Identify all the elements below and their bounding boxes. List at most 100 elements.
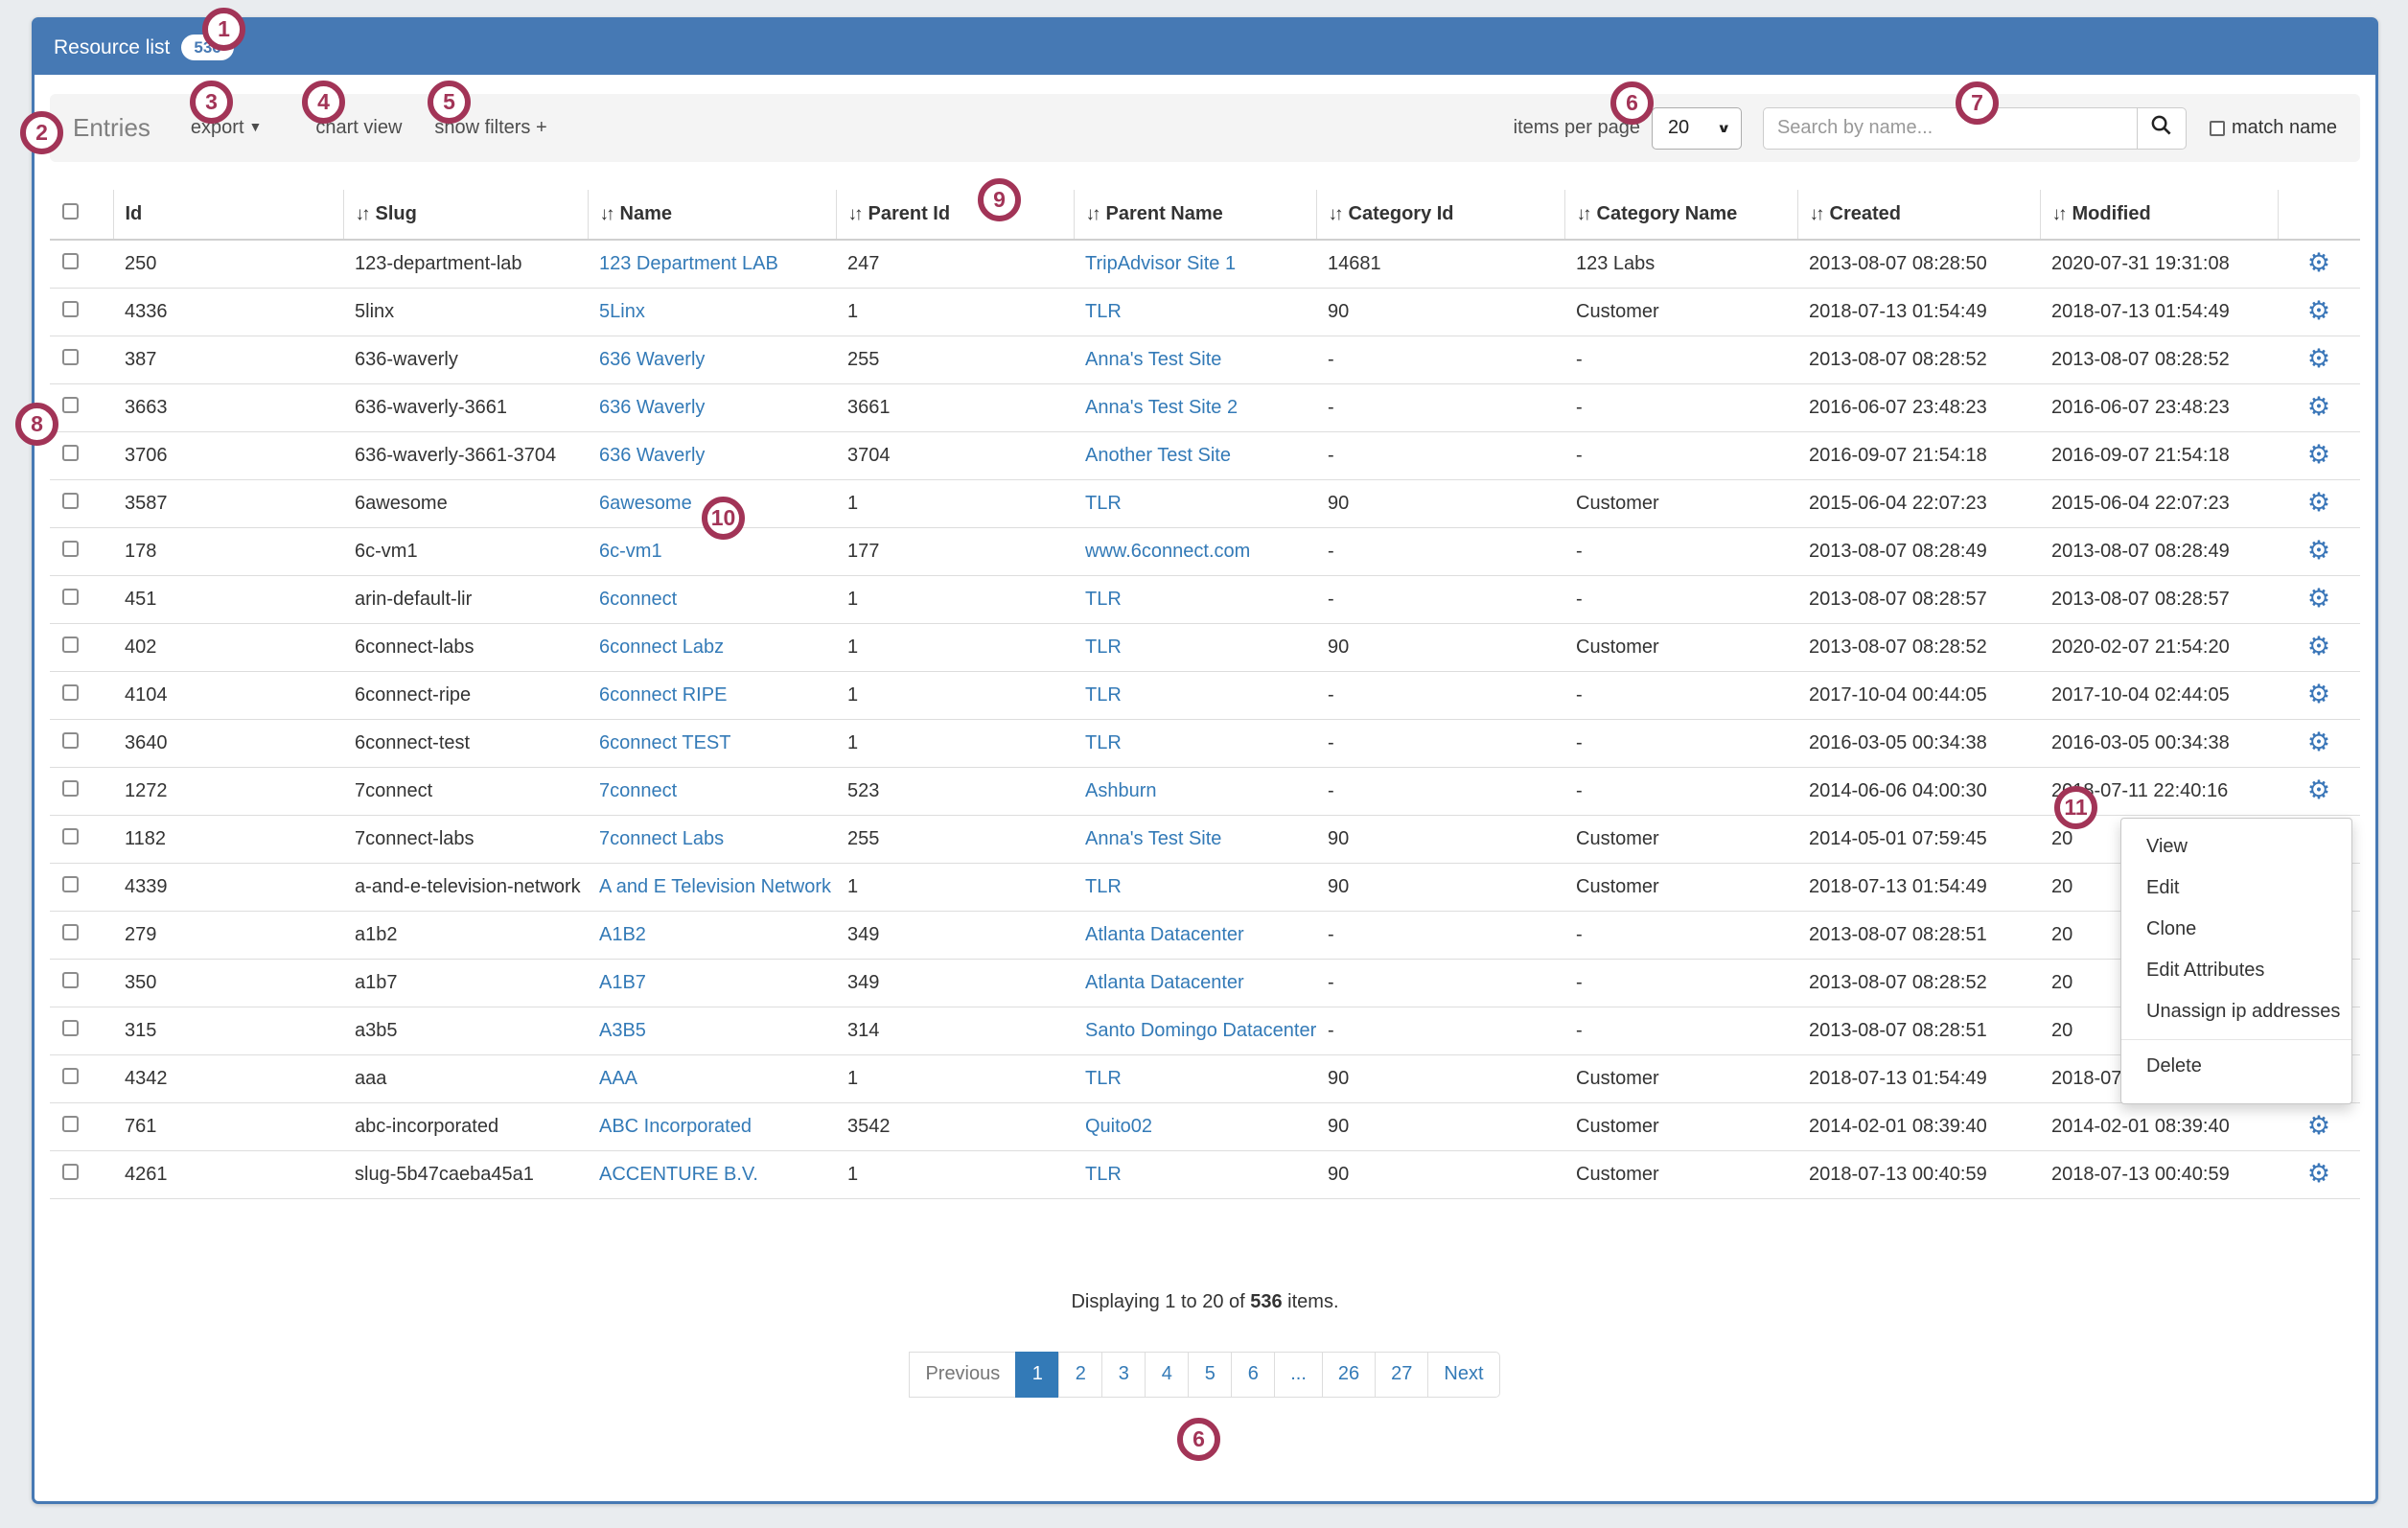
context-menu-item[interactable]: View (2146, 836, 2188, 857)
row-checkbox[interactable] (62, 348, 79, 365)
parent-name-link[interactable]: TLR (1074, 575, 1316, 624)
context-menu-item[interactable]: Clone (2146, 918, 2197, 939)
gear-icon[interactable]: ⚙ (2306, 776, 2331, 804)
match-name-checkbox[interactable] (2209, 120, 2225, 136)
gear-icon[interactable]: ⚙ (2306, 536, 2331, 565)
column-header[interactable]: ↓↑ Category Id (1315, 190, 1564, 241)
parent-name-link[interactable]: TLR (1074, 623, 1316, 672)
gear-icon[interactable]: ⚙ (2306, 248, 2331, 278)
page-button[interactable]: 6 (1231, 1351, 1276, 1398)
page-button[interactable]: 1 (1015, 1351, 1060, 1398)
search-input[interactable] (1762, 106, 2137, 150)
row-checkbox[interactable] (62, 1067, 79, 1084)
parent-name-link[interactable]: Atlanta Datacenter (1074, 911, 1316, 960)
parent-name-link[interactable]: TLR (1074, 671, 1316, 720)
column-header[interactable]: ↓↑ Category Name (1563, 190, 1797, 241)
column-header[interactable]: ↓↑ Slug (342, 190, 588, 241)
row-checkbox[interactable] (62, 540, 79, 557)
column-header[interactable]: ↓↑ Name (587, 190, 836, 241)
name-link[interactable]: 7connect Labs (588, 815, 836, 864)
parent-name-link[interactable]: TLR (1074, 288, 1316, 336)
parent-name-link[interactable]: Santo Domingo Datacenter (1074, 1007, 1316, 1055)
page-button[interactable]: ... (1274, 1351, 1323, 1398)
parent-name-link[interactable]: TripAdvisor Site 1 (1074, 240, 1316, 289)
gear-icon[interactable]: ⚙ (2306, 344, 2331, 373)
search-button[interactable] (2136, 106, 2187, 150)
name-link[interactable]: 5Linx (588, 288, 836, 336)
name-link[interactable]: A1B7 (588, 959, 836, 1007)
name-link[interactable]: 6awesome (588, 479, 836, 528)
name-link[interactable]: 636 Waverly (588, 431, 836, 480)
column-header[interactable]: ↓↑ Parent Name (1073, 190, 1316, 241)
name-link[interactable]: 6connect Labz (588, 623, 836, 672)
row-checkbox[interactable] (62, 636, 79, 653)
page-button[interactable]: 3 (1101, 1351, 1146, 1398)
page-button[interactable]: 2 (1058, 1351, 1103, 1398)
chart-view-button[interactable]: chart view (315, 117, 403, 138)
name-link[interactable]: AAA (588, 1054, 836, 1103)
name-link[interactable]: A3B5 (588, 1007, 836, 1055)
items-per-page-select[interactable]: 20 ∨ (1651, 106, 1742, 150)
row-checkbox[interactable] (62, 923, 79, 940)
row-checkbox[interactable] (62, 971, 79, 988)
row-checkbox[interactable] (62, 683, 79, 701)
parent-name-link[interactable]: Anna's Test Site 2 (1074, 383, 1316, 432)
row-checkbox[interactable] (62, 1115, 79, 1132)
row-checkbox[interactable] (62, 588, 79, 605)
page-button[interactable]: Next (1427, 1351, 1500, 1398)
export-button[interactable]: export ▼ (190, 117, 263, 138)
name-link[interactable]: 6connect RIPE (588, 671, 836, 720)
gear-icon[interactable]: ⚙ (2306, 632, 2331, 660)
parent-name-link[interactable]: TLR (1074, 863, 1316, 912)
gear-icon[interactable]: ⚙ (2306, 296, 2331, 325)
row-checkbox[interactable] (62, 396, 79, 413)
page-button[interactable]: 27 (1375, 1351, 1429, 1398)
column-header[interactable]: ↓↑ (2277, 190, 2360, 241)
gear-icon[interactable]: ⚙ (2306, 728, 2331, 756)
parent-name-link[interactable]: TLR (1074, 719, 1316, 768)
name-link[interactable]: 6connect (588, 575, 836, 624)
gear-icon[interactable]: ⚙ (2306, 1159, 2331, 1188)
name-link[interactable]: ABC Incorporated (588, 1102, 836, 1151)
name-link[interactable]: 636 Waverly (588, 383, 836, 432)
row-checkbox[interactable] (62, 252, 79, 269)
page-button[interactable]: 4 (1145, 1351, 1190, 1398)
name-link[interactable]: 636 Waverly (588, 336, 836, 384)
row-checkbox[interactable] (62, 444, 79, 461)
context-menu-item[interactable]: Edit Attributes (2146, 960, 2265, 981)
row-checkbox[interactable] (62, 875, 79, 892)
context-menu-item[interactable]: Unassign ip addresses (2146, 1001, 2341, 1022)
gear-icon[interactable]: ⚙ (2306, 680, 2331, 708)
row-checkbox[interactable] (62, 300, 79, 317)
gear-icon[interactable]: ⚙ (2306, 440, 2331, 469)
gear-icon[interactable]: ⚙ (2306, 488, 2331, 517)
parent-name-link[interactable]: TLR (1074, 1054, 1316, 1103)
name-link[interactable]: 123 Department LAB (588, 240, 836, 289)
page-button[interactable]: 26 (1321, 1351, 1377, 1398)
parent-name-link[interactable]: Another Test Site (1074, 431, 1316, 480)
row-checkbox[interactable] (62, 779, 79, 797)
row-checkbox[interactable] (62, 827, 79, 845)
select-all-checkbox[interactable] (62, 203, 79, 220)
parent-name-link[interactable]: Anna's Test Site (1074, 336, 1316, 384)
row-checkbox[interactable] (62, 731, 79, 749)
name-link[interactable]: A1B2 (588, 911, 836, 960)
parent-name-link[interactable]: TLR (1074, 479, 1316, 528)
page-button[interactable]: Previous (909, 1351, 1017, 1398)
name-link[interactable]: 7connect (588, 767, 836, 816)
page-button[interactable]: 5 (1188, 1351, 1233, 1398)
parent-name-link[interactable]: Ashburn (1074, 767, 1316, 816)
row-checkbox[interactable] (62, 1163, 79, 1180)
parent-name-link[interactable]: Anna's Test Site (1074, 815, 1316, 864)
column-header[interactable]: ↓↑ Modified (2039, 190, 2278, 241)
name-link[interactable]: ACCENTURE B.V. (588, 1150, 836, 1199)
gear-icon[interactable]: ⚙ (2306, 392, 2331, 421)
name-link[interactable]: 6connect TEST (588, 719, 836, 768)
gear-icon[interactable]: ⚙ (2306, 1111, 2331, 1140)
name-link[interactable]: A and E Television Network (588, 863, 836, 912)
context-menu-item[interactable]: Edit (2146, 877, 2180, 898)
row-checkbox[interactable] (62, 1019, 79, 1036)
column-header[interactable]: ↓↑ Parent Id (835, 190, 1074, 241)
context-menu-item[interactable]: Delete (2121, 1039, 2351, 1086)
parent-name-link[interactable]: Atlanta Datacenter (1074, 959, 1316, 1007)
